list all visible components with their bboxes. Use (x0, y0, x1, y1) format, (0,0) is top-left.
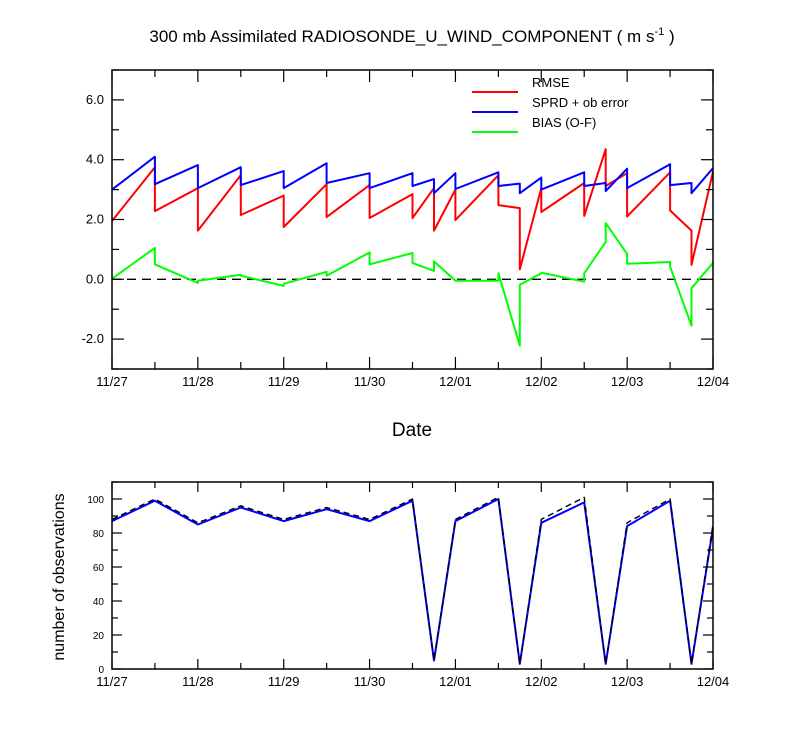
series-line-observations-assimilated (111, 498, 714, 665)
x-tick-label: 12/02 (525, 674, 558, 689)
legend-label: RMSE (532, 75, 570, 90)
y-tick-label: 40 (93, 597, 105, 608)
x-tick-label: 11/30 (354, 674, 386, 689)
y-tick-label: 60 (93, 563, 105, 574)
x-tick-label: 12/02 (525, 374, 558, 389)
bottom-panel: 11/27 11/28 11/29 11/30 12/01 12/02 12/03 12/04… (87, 481, 730, 689)
y-tick-label: 20 (93, 631, 105, 642)
series-line-sprd-ob-error (111, 155, 714, 195)
y-tick-label: 80 (93, 529, 105, 540)
x-tick-label: 12/01 (439, 674, 472, 689)
y-tick-label: 0.0 (86, 271, 104, 286)
chart-title-main: 300 mb Assimilated RADIOSONDE_U_WIND_COM… (149, 27, 654, 46)
x-tick-label: 11/27 (96, 374, 128, 389)
y-tick-label: 100 (87, 495, 104, 506)
series-line-observations-possible (111, 496, 714, 665)
y-tick-label: 4.0 (86, 152, 104, 167)
x-tick-label: 11/30 (354, 374, 386, 389)
x-tick-label: 12/03 (611, 674, 644, 689)
chart-title-end: ) (664, 27, 674, 46)
y-tick-label: 2.0 (86, 212, 104, 227)
chart-title-superscript: -1 (654, 26, 664, 38)
y-tick-label: 0 (98, 665, 104, 676)
y-tick-label: -2.0 (82, 331, 104, 346)
x-tick-label: 11/28 (182, 374, 214, 389)
x-axis-title: Date (392, 420, 432, 441)
x-tick-label: 12/04 (697, 374, 730, 389)
series-line-bias-o-f (111, 222, 714, 347)
x-tick-label: 12/04 (697, 674, 730, 689)
x-tick-label: 11/28 (182, 674, 214, 689)
y-tick-label: 6.0 (86, 92, 104, 107)
legend-label: SPRD + ob error (532, 95, 629, 110)
legend: RMSE SPRD + ob error BIAS (O-F) (472, 75, 629, 133)
legend-label: BIAS (O-F) (532, 115, 596, 130)
plot-frame (111, 69, 714, 370)
x-tick-label: 12/03 (611, 374, 644, 389)
series-line-rmse (111, 148, 714, 271)
plot-frame (111, 481, 714, 670)
chart-title: 300 mb Assimilated RADIOSONDE_U_WIND_COM… (149, 26, 674, 46)
x-tick-label: 12/01 (439, 374, 472, 389)
x-tick-label: 11/27 (96, 674, 128, 689)
x-tick-label: 11/29 (268, 374, 300, 389)
bottom-y-axis-title: number of observations (51, 493, 68, 660)
x-tick-label: 11/29 (268, 674, 300, 689)
top-panel: 11/27 11/28 11/29 11/30 12/01 12/02 12/03 12/04… (82, 69, 730, 389)
